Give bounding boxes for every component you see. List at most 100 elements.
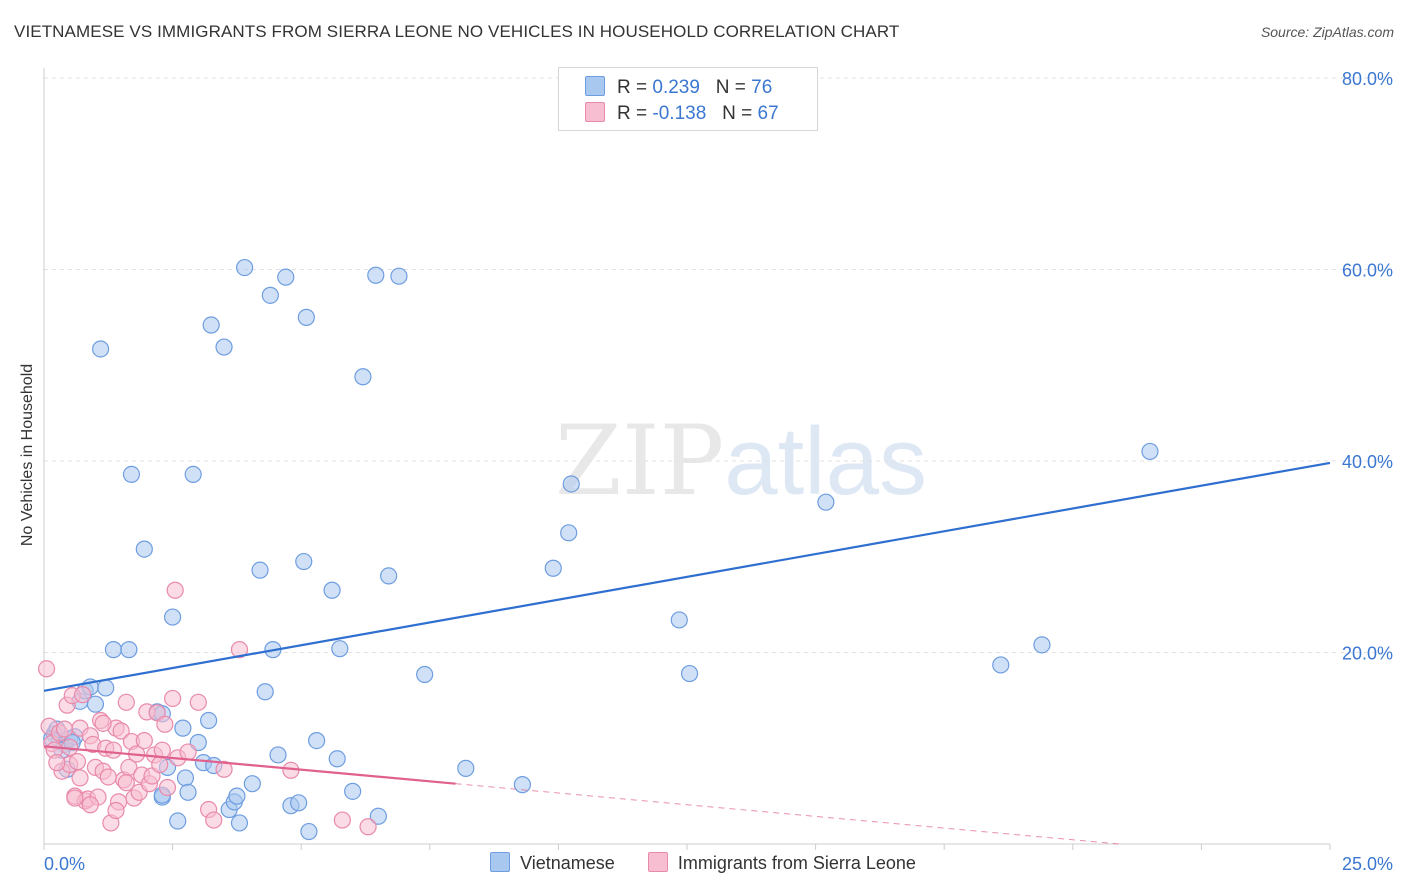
point-vietnamese (97, 679, 115, 697)
point-vietnamese (179, 783, 197, 801)
point-vietnamese (256, 683, 274, 701)
point-sierra-leone (215, 760, 233, 778)
point-vietnamese (513, 776, 531, 794)
trend-line-sierra-leone-extension (455, 783, 1120, 845)
point-vietnamese (202, 316, 220, 334)
point-vietnamese (367, 266, 385, 284)
point-vietnamese (295, 552, 313, 571)
point-sierra-leone (151, 755, 169, 774)
point-vietnamese (269, 746, 287, 764)
point-vietnamese (104, 641, 123, 659)
point-vietnamese (122, 465, 141, 484)
legend-n-value: 76 (751, 77, 773, 98)
series-legend-vietnamese: Vietnamese (490, 852, 615, 874)
correlation-legend: R = 0.239 N = 76 R = -0.138 N = 67 (558, 67, 818, 131)
point-vietnamese (323, 581, 341, 599)
series-label: Immigrants from Sierra Leone (677, 853, 916, 873)
point-vietnamese (184, 465, 202, 484)
trend-line-sierra-leone (43, 745, 456, 785)
legend-row-sierra-leone: R = -0.138 N = 67 (585, 102, 779, 126)
point-vietnamese (174, 719, 192, 737)
point-vietnamese (992, 656, 1010, 674)
point-vietnamese (290, 794, 308, 812)
point-sierra-leone (205, 811, 223, 829)
point-vietnamese (354, 368, 372, 386)
point-sierra-leone (107, 801, 125, 820)
legend-r-label: R = (617, 77, 648, 98)
point-vietnamese (169, 812, 187, 830)
point-vietnamese (416, 665, 434, 684)
point-vietnamese (562, 475, 580, 493)
point-sierra-leone (158, 778, 177, 797)
point-vietnamese (300, 822, 318, 841)
point-sierra-leone (164, 689, 182, 708)
point-sierra-leone (189, 693, 207, 711)
point-vietnamese (331, 640, 349, 658)
point-vietnamese (670, 611, 688, 629)
point-sierra-leone (179, 743, 197, 761)
point-sierra-leone (66, 789, 84, 807)
y-tick-label: 40.0% (1342, 452, 1393, 472)
series-label: Vietnamese (520, 853, 615, 873)
point-vietnamese (390, 267, 408, 285)
point-sierra-leone (81, 796, 99, 814)
point-vietnamese (91, 340, 110, 358)
point-sierra-leone (71, 769, 89, 787)
legend-r-label: R = (617, 103, 648, 124)
x-tick-label: 0.0% (44, 854, 85, 874)
point-vietnamese (344, 782, 362, 800)
trend-line-vietnamese (43, 461, 1331, 692)
point-sierra-leone (99, 768, 117, 786)
point-sierra-leone (48, 754, 66, 772)
legend-n-label: N = (722, 103, 753, 124)
point-sierra-leone (37, 660, 56, 678)
series-legend-sierra-leone: Immigrants from Sierra Leone (647, 852, 916, 874)
series-legend: Vietnamese Immigrants from Sierra Leone (0, 852, 1406, 874)
point-vietnamese (261, 286, 279, 304)
legend-n-label: N = (715, 77, 746, 98)
point-vietnamese (230, 814, 249, 832)
point-vietnamese (817, 493, 835, 511)
point-vietnamese (228, 787, 246, 805)
series-swatch-sierra-leone (647, 852, 668, 872)
point-sierra-leone (166, 581, 184, 599)
point-vietnamese (1033, 636, 1051, 654)
point-sierra-leone (135, 731, 153, 750)
point-sierra-leone (117, 774, 135, 792)
point-sierra-leone (230, 641, 249, 659)
x-tick-label: 25.0% (1342, 854, 1393, 874)
point-vietnamese (457, 759, 475, 777)
y-tick-label: 60.0% (1342, 261, 1393, 281)
y-tick-label: 20.0% (1342, 644, 1393, 664)
legend-r-value: 0.239 (652, 77, 700, 98)
point-sierra-leone (112, 722, 130, 740)
point-sierra-leone (104, 741, 123, 759)
y-tick-label: 80.0% (1342, 69, 1393, 89)
point-sierra-leone (68, 753, 87, 771)
legend-row-vietnamese: R = 0.239 N = 76 (585, 76, 772, 100)
point-vietnamese (297, 308, 315, 326)
point-vietnamese (380, 567, 398, 585)
legend-n-value: 67 (757, 103, 779, 124)
point-vietnamese (236, 258, 254, 277)
point-vietnamese (544, 559, 562, 577)
legend-swatch-vietnamese (585, 76, 605, 96)
point-vietnamese (560, 524, 578, 542)
point-vietnamese (243, 775, 261, 793)
point-vietnamese (680, 664, 699, 683)
point-vietnamese (176, 769, 195, 787)
point-vietnamese (251, 561, 269, 579)
point-sierra-leone (94, 714, 112, 732)
point-sierra-leone (73, 686, 92, 704)
point-vietnamese (164, 608, 182, 626)
point-vietnamese (86, 695, 105, 713)
point-vietnamese (1141, 442, 1159, 461)
point-sierra-leone (333, 811, 351, 829)
point-sierra-leone (117, 693, 135, 711)
point-vietnamese (120, 641, 138, 659)
point-vietnamese (308, 731, 326, 750)
series-swatch-vietnamese (490, 852, 511, 872)
point-vietnamese (277, 268, 295, 286)
point-vietnamese (135, 540, 153, 558)
